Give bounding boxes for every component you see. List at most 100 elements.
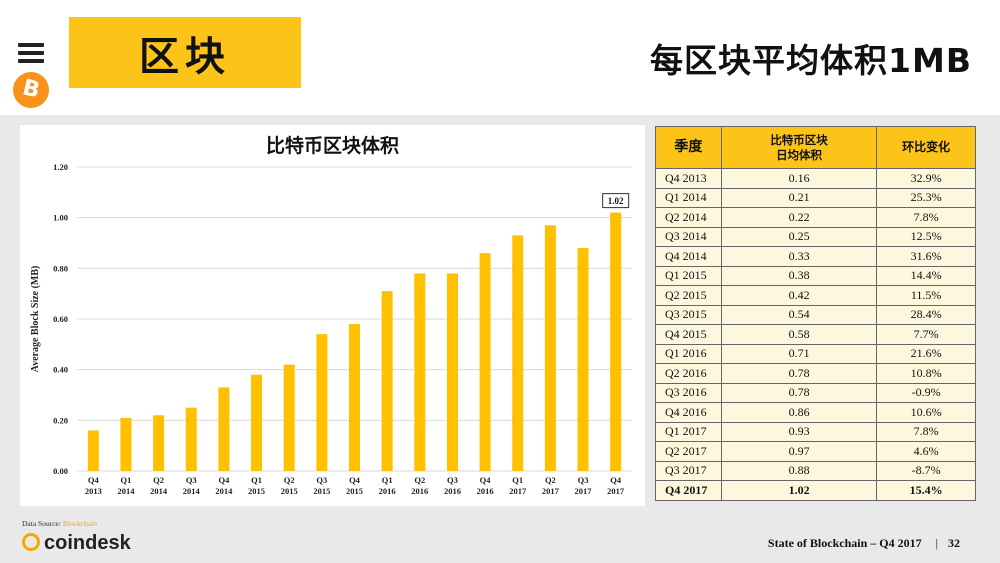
x-tick-label-quarter: Q1: [251, 475, 262, 485]
cell-change: 14.4%: [876, 265, 976, 286]
x-tick-label-quarter: Q3: [316, 475, 327, 485]
cell-quarter: Q1 2014: [655, 187, 722, 208]
x-tick-label-quarter: Q2: [414, 475, 425, 485]
y-tick-label: 1.00: [53, 213, 68, 223]
bar: [349, 324, 360, 471]
header-block-size: 比特币区块 日均体积: [720, 126, 878, 169]
table-row: Q3 2014 0.25 12.5%: [655, 226, 976, 247]
bar: [120, 417, 132, 471]
bar: [414, 273, 426, 471]
x-tick-label-year: 2016: [444, 486, 461, 496]
chart-panel: 0.00 0.20 0.40 0.60 0.80 1.00 1.20 Average Bloc…: [20, 125, 645, 506]
cell-change: 21.6%: [876, 343, 976, 364]
cell-block-size: 0.33: [720, 246, 878, 267]
x-tick-label-quarter: Q2: [153, 475, 164, 485]
x-tick-label-year: 2015: [248, 486, 265, 496]
cell-change: 28.4%: [876, 304, 976, 325]
quarterly-table: 季度 比特币区块 日均体积 环比变化 Q4 2013 0.16 32.9% Q1 20…: [655, 126, 976, 501]
slide-title: 每区块平均体积1MB: [650, 41, 972, 80]
cell-quarter: Q2 2017: [655, 441, 722, 462]
x-tick-label-year: 2013: [85, 486, 102, 496]
cell-change: 32.9%: [876, 168, 976, 189]
cell-quarter: Q3 2017: [655, 460, 722, 481]
y-axis-label: Average Block Size (MB): [30, 266, 41, 373]
header-block-size-line2: 日均体积: [776, 147, 823, 162]
bar: [512, 235, 524, 471]
cell-block-size: 1.02: [720, 480, 878, 501]
y-tick-label: 1.20: [53, 162, 68, 172]
cell-change: 10.8%: [876, 363, 976, 384]
cell-block-size: 0.25: [720, 226, 878, 247]
table-row: Q2 2015 0.42 11.5%: [655, 285, 976, 306]
cell-quarter: Q4 2016: [655, 402, 722, 423]
x-tick-label-quarter: Q4: [610, 475, 622, 485]
cell-block-size: 0.97: [720, 441, 878, 462]
cell-block-size: 0.16: [720, 168, 878, 189]
cell-block-size: 0.71: [720, 343, 878, 364]
cell-quarter: Q2 2015: [655, 285, 722, 306]
cell-change: 10.6%: [876, 402, 976, 423]
table-row: Q1 2015 0.38 14.4%: [655, 265, 976, 286]
x-tick-label-quarter: Q2: [284, 475, 295, 485]
table-row: Q3 2015 0.54 28.4%: [655, 304, 976, 325]
x-tick-label-year: 2017: [607, 486, 625, 496]
bar: [479, 253, 491, 471]
footer-text: State of Blockchain – Q4 2017: [767, 536, 922, 550]
x-tick-label-year: 2014: [183, 486, 201, 496]
table-row: Q1 2016 0.71 21.6%: [655, 343, 976, 364]
x-tick-label-quarter: Q3: [578, 475, 589, 485]
table-row: Q1 2017 0.93 7.8%: [655, 421, 976, 442]
bar: [251, 374, 263, 471]
x-tick-label-year: 2015: [281, 486, 298, 496]
x-tick-label-year: 2017: [542, 486, 560, 496]
cell-quarter: Q2 2016: [655, 363, 722, 384]
cell-block-size: 0.93: [720, 421, 878, 442]
table-row: Q2 2014 0.22 7.8%: [655, 207, 976, 228]
menu-icon[interactable]: [18, 43, 44, 63]
cell-quarter: Q4 2017: [655, 480, 722, 501]
cell-block-size: 0.38: [720, 265, 878, 286]
x-tick-label-quarter: Q4: [88, 475, 100, 485]
x-tick-label-year: 2016: [411, 486, 428, 496]
table-row: Q2 2016 0.78 10.8%: [655, 363, 976, 384]
x-tick-label-quarter: Q1: [121, 475, 132, 485]
x-tick-label-quarter: Q4: [218, 475, 230, 485]
x-tick-label-quarter: Q3: [186, 475, 197, 485]
cell-block-size: 0.78: [720, 363, 878, 384]
bar: [544, 225, 556, 471]
coindesk-mark-icon: [22, 533, 40, 551]
bitcoin-icon: B: [9, 68, 53, 112]
cell-change: 12.5%: [876, 226, 976, 247]
table-row: Q4 2013 0.16 32.9%: [655, 168, 976, 189]
x-tick-label-year: 2017: [509, 486, 527, 496]
source-name[interactable]: Blockchain: [62, 519, 97, 528]
bar: [218, 387, 230, 471]
x-tick-label-year: 2015: [346, 486, 363, 496]
header-bar: B 区块 每区块平均体积1MB: [0, 0, 1000, 115]
cell-block-size: 0.86: [720, 402, 878, 423]
cell-quarter: Q3 2016: [655, 382, 722, 403]
cell-quarter: Q1 2017: [655, 421, 722, 442]
bar: [610, 212, 622, 471]
header-change: 环比变化: [876, 126, 976, 169]
cell-change: 11.5%: [876, 285, 976, 306]
cell-change: 7.8%: [876, 421, 976, 442]
bar: [283, 364, 295, 471]
cell-change: 25.3%: [876, 187, 976, 208]
coindesk-logo: coindesk: [22, 532, 131, 555]
table-header-row: 季度 比特币区块 日均体积 环比变化: [655, 126, 976, 169]
cell-block-size: 0.21: [720, 187, 878, 208]
cell-change: 7.8%: [876, 207, 976, 228]
data-source: Data Source: Blockchain: [22, 519, 97, 528]
data-label: 1.02: [608, 196, 624, 206]
table-row: Q4 2014 0.33 31.6%: [655, 246, 976, 267]
bar: [316, 334, 328, 471]
cell-change: 15.4%: [876, 480, 976, 501]
y-tick-label: 0.20: [53, 415, 68, 425]
bar: [577, 248, 589, 471]
header-block-size-line1: 比特币区块: [770, 132, 828, 147]
bar-chart: 0.00 0.20 0.40 0.60 0.80 1.00 1.20 Average Bloc…: [30, 162, 632, 496]
cell-quarter: Q1 2015: [655, 265, 722, 286]
cell-change: 7.7%: [876, 324, 976, 345]
section-title: 区块: [139, 33, 231, 80]
